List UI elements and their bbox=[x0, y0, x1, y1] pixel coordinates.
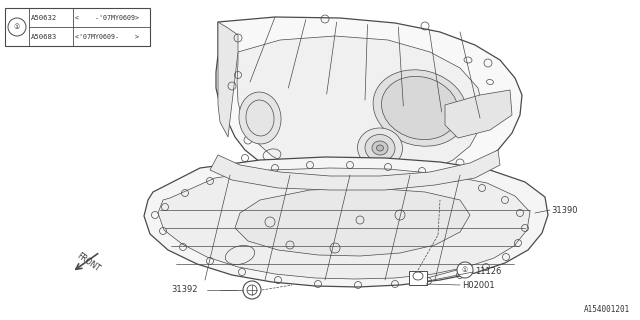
Polygon shape bbox=[216, 17, 522, 188]
Text: 31390: 31390 bbox=[551, 205, 577, 214]
FancyBboxPatch shape bbox=[409, 271, 427, 285]
Text: ①: ① bbox=[462, 267, 468, 273]
Ellipse shape bbox=[372, 141, 388, 155]
Text: FRONT: FRONT bbox=[75, 251, 101, 273]
Ellipse shape bbox=[365, 134, 395, 162]
Polygon shape bbox=[235, 188, 470, 256]
Ellipse shape bbox=[376, 145, 383, 151]
Text: H02001: H02001 bbox=[462, 282, 495, 291]
Text: 31392: 31392 bbox=[171, 285, 198, 294]
Ellipse shape bbox=[381, 76, 458, 140]
Text: <    -'07MY0609>: < -'07MY0609> bbox=[75, 14, 139, 20]
Text: A50632: A50632 bbox=[31, 14, 57, 20]
Circle shape bbox=[8, 18, 26, 36]
Polygon shape bbox=[237, 36, 483, 180]
Ellipse shape bbox=[358, 128, 403, 168]
Polygon shape bbox=[210, 150, 500, 190]
Text: A50683: A50683 bbox=[31, 34, 57, 39]
Text: 11126: 11126 bbox=[475, 268, 501, 276]
Circle shape bbox=[457, 262, 473, 278]
Text: <'07MY0609-    >: <'07MY0609- > bbox=[75, 34, 139, 39]
Polygon shape bbox=[144, 157, 548, 287]
FancyBboxPatch shape bbox=[5, 8, 150, 46]
Ellipse shape bbox=[239, 92, 281, 144]
Polygon shape bbox=[158, 168, 530, 279]
Text: ①: ① bbox=[14, 24, 20, 30]
Text: A154001201: A154001201 bbox=[584, 305, 630, 314]
Polygon shape bbox=[218, 22, 238, 137]
Ellipse shape bbox=[373, 70, 467, 146]
Polygon shape bbox=[445, 90, 512, 138]
Circle shape bbox=[243, 281, 261, 299]
